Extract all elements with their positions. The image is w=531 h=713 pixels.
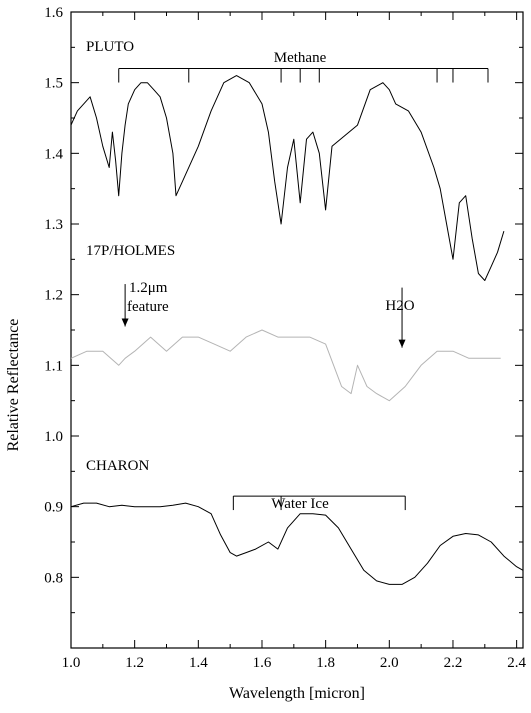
y-tick-label-1: 0.9 (44, 500, 63, 516)
y-tick-label-2: 1.0 (44, 429, 63, 445)
methane-label: Methane (274, 50, 327, 66)
x-tick-label-7: 2.4 (507, 655, 526, 671)
h2o-label: H2O (385, 298, 414, 314)
y-tick-label-5: 1.3 (44, 217, 63, 233)
plot-frame (70, 11, 524, 649)
y-tick-label-3: 1.1 (44, 358, 63, 374)
water-ice-label: Water Ice (271, 496, 329, 512)
pluto-spectrum-line (70, 75, 505, 281)
y-tick-label-8: 1.6 (44, 5, 63, 21)
y-axis-label: Relative Reflectance (5, 319, 22, 452)
y-tick-label-6: 1.4 (44, 146, 63, 162)
x-tick-label-5: 2.0 (380, 655, 399, 671)
charon-label: CHARON (86, 458, 150, 474)
x-tick-label-0: 1.0 (62, 655, 81, 671)
x-tick-label-1: 1.2 (125, 655, 144, 671)
y-tick-label-4: 1.2 (44, 288, 63, 304)
holmes-label: 17P/HOLMES (86, 243, 175, 259)
x-tick-label-2: 1.4 (189, 655, 208, 671)
plot-content: 1.0 1.2 1.4 1.6 1.8 2.0 2.2 2.4 0.8 0.9 1.0 1.1 1.2 1… (44, 5, 526, 671)
pluto-label: PLUTO (86, 39, 134, 55)
charon-spectrum-line (70, 502, 524, 585)
x-tick-label-6: 2.2 (444, 655, 463, 671)
h2o-arrow-head (398, 339, 406, 348)
feature-label-line1: 1.2μm (129, 280, 168, 296)
chart-labels: Wavelength [micron] Relative Reflectance… (5, 39, 415, 702)
y-tick-label-0: 0.8 (44, 570, 63, 586)
y-tick-label-7: 1.5 (44, 76, 63, 92)
feature-label-line2: feature (127, 299, 169, 315)
x-tick-label-3: 1.6 (253, 655, 272, 671)
holmes-spectrum-line (70, 329, 501, 402)
x-tick-label-4: 1.8 (316, 655, 335, 671)
x-axis-label: Wavelength [micron] (229, 685, 365, 702)
feature-arrow-head (121, 318, 129, 327)
